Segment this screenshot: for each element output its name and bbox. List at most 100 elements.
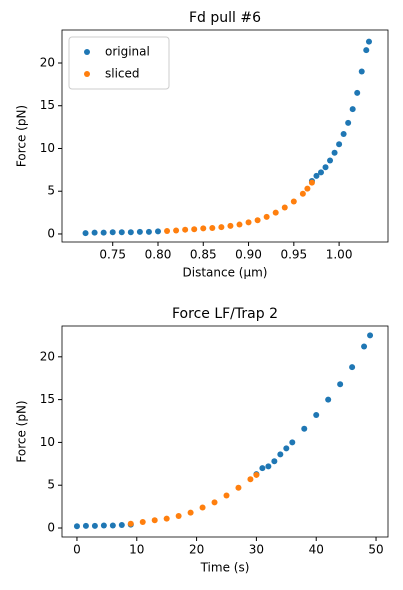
point <box>325 396 332 403</box>
point <box>164 227 171 234</box>
point <box>100 522 107 529</box>
x-tick-label: 0.85 <box>190 248 217 262</box>
y-tick-label: 15 <box>40 98 55 112</box>
point <box>361 343 368 350</box>
y-tick-label: 10 <box>40 435 55 449</box>
point <box>127 520 134 527</box>
point <box>118 522 125 529</box>
x-tick-label: 40 <box>309 543 324 557</box>
point <box>290 198 297 205</box>
point <box>218 224 225 231</box>
x-tick-label: 30 <box>249 543 264 557</box>
point <box>365 38 372 45</box>
point <box>182 226 189 233</box>
y-tick-label: 0 <box>47 521 55 535</box>
point <box>247 476 254 483</box>
y-axis-label: Force (pN) <box>15 400 29 462</box>
point <box>235 484 242 491</box>
point <box>337 381 344 388</box>
plot-frame <box>61 29 389 243</box>
point <box>367 332 374 339</box>
point <box>173 227 180 234</box>
point <box>259 465 266 472</box>
point <box>100 229 107 236</box>
y-axis-label: Force (pN) <box>15 105 29 167</box>
point <box>277 451 284 458</box>
point <box>354 89 361 96</box>
point <box>313 412 320 419</box>
x-axis-label: Distance (μm) <box>183 266 268 280</box>
point <box>154 228 161 235</box>
legend-label: original <box>105 45 150 59</box>
point <box>304 185 311 192</box>
x-tick-label: 0.90 <box>235 248 262 262</box>
point <box>227 222 234 229</box>
point <box>322 164 329 171</box>
point <box>200 225 207 232</box>
point <box>199 504 206 511</box>
point <box>109 522 116 529</box>
legend-box <box>68 36 170 90</box>
point <box>191 226 198 233</box>
x-tick-label: 0.95 <box>280 248 307 262</box>
point <box>313 172 320 179</box>
point <box>187 509 194 516</box>
point <box>151 517 158 524</box>
point <box>118 229 125 236</box>
point <box>139 519 146 526</box>
x-tick-label: 1.00 <box>326 248 353 262</box>
x-tick-label: 0 <box>73 543 81 557</box>
point <box>349 106 356 113</box>
point <box>263 213 270 220</box>
point <box>253 471 260 478</box>
point <box>109 229 116 236</box>
point <box>289 439 296 446</box>
y-tick-label: 15 <box>40 392 55 406</box>
point <box>283 445 290 452</box>
y-tick-label: 0 <box>47 226 55 240</box>
legend-marker <box>84 49 90 55</box>
point <box>299 190 306 197</box>
point <box>91 522 98 529</box>
point <box>345 119 352 126</box>
point <box>358 68 365 75</box>
point <box>271 458 278 465</box>
point <box>127 229 134 236</box>
x-tick-label: 50 <box>368 543 383 557</box>
point <box>145 228 152 235</box>
point <box>281 204 288 211</box>
chart-title: Fd pull #6 <box>189 10 261 26</box>
point <box>363 47 370 54</box>
point <box>308 179 315 186</box>
point <box>327 157 334 164</box>
point <box>136 228 143 235</box>
point <box>163 515 170 522</box>
point <box>209 224 216 231</box>
y-tick-label: 10 <box>40 141 55 155</box>
plot-frame <box>61 325 389 538</box>
point <box>272 209 279 216</box>
point <box>336 141 343 148</box>
point <box>245 219 252 226</box>
point <box>265 463 272 470</box>
point <box>211 499 218 506</box>
point <box>301 425 308 432</box>
point <box>91 229 98 236</box>
point <box>82 522 89 529</box>
x-tick-label: 20 <box>189 543 204 557</box>
point <box>175 513 182 520</box>
y-tick-label: 5 <box>47 184 55 198</box>
point <box>349 364 356 371</box>
legend-label: sliced <box>105 67 140 81</box>
x-tick-label: 0.75 <box>99 248 126 262</box>
point <box>236 221 243 228</box>
point <box>73 523 80 530</box>
x-tick-label: 10 <box>129 543 144 557</box>
point <box>340 130 347 137</box>
point <box>82 230 89 237</box>
point <box>223 492 230 499</box>
x-axis-label: Time (s) <box>200 561 250 575</box>
legend-marker <box>84 71 90 77</box>
y-tick-label: 20 <box>40 349 55 363</box>
